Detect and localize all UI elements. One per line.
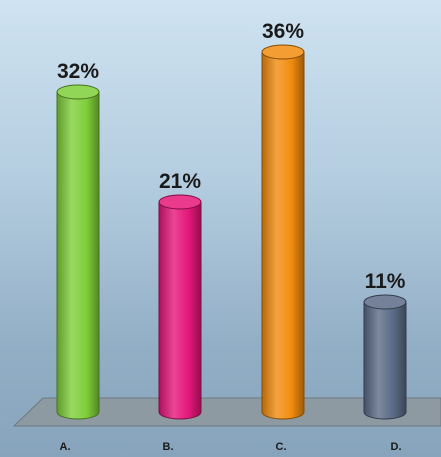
bar-b [158, 194, 202, 420]
data-label: 11% [365, 270, 406, 293]
bar-d [363, 294, 407, 420]
category-label: B. [163, 441, 174, 453]
category-label: C. [276, 441, 287, 453]
bar-a [56, 84, 100, 420]
category-label: A. [60, 441, 71, 453]
category-label: D. [391, 441, 402, 453]
bar-c [261, 44, 305, 420]
data-label: 32% [57, 60, 99, 83]
data-label: 36% [262, 20, 304, 43]
chart-floor [12, 397, 441, 427]
data-label: 21% [159, 170, 201, 193]
